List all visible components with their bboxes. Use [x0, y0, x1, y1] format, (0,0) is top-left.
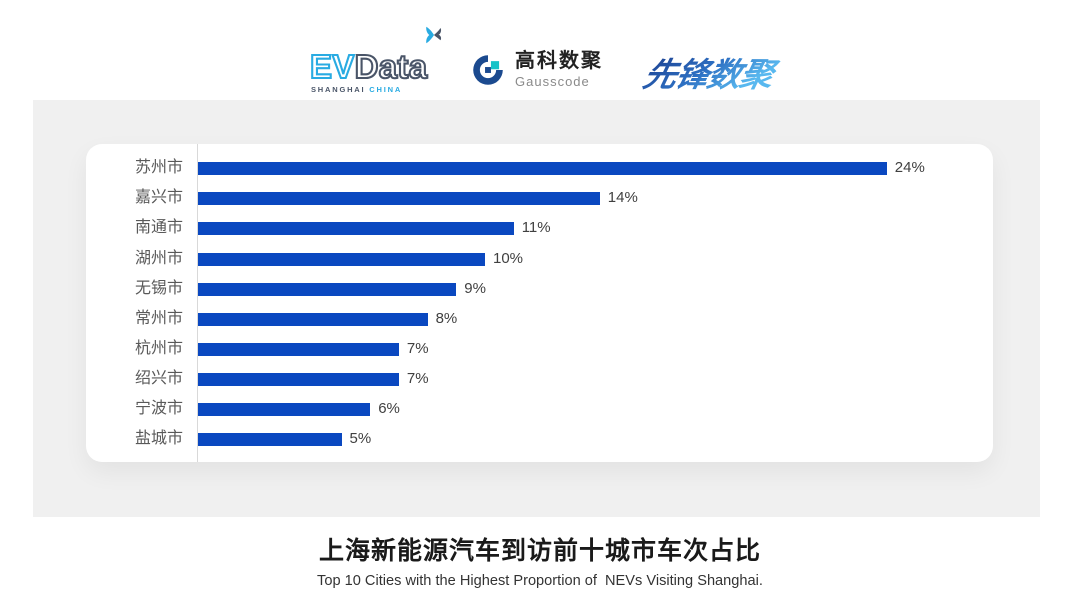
svg-text:先锋数聚: 先锋数聚	[640, 57, 782, 94]
